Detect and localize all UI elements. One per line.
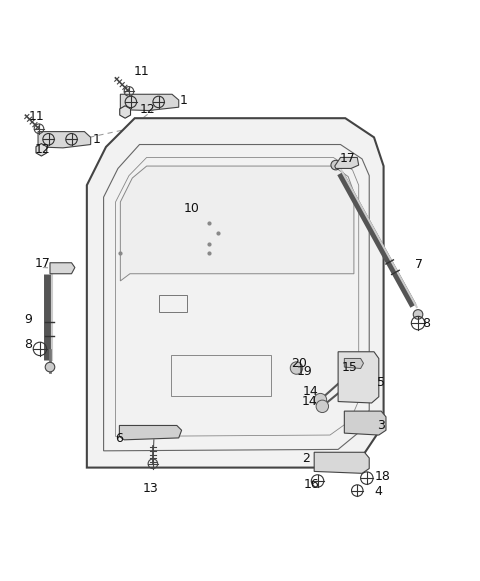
Polygon shape (338, 352, 379, 403)
Text: 18: 18 (375, 469, 391, 483)
Polygon shape (335, 157, 359, 168)
Text: 19: 19 (297, 365, 312, 378)
Text: 14: 14 (303, 385, 319, 397)
Circle shape (290, 362, 303, 374)
Circle shape (413, 310, 423, 319)
Text: 1: 1 (93, 133, 100, 146)
Circle shape (45, 363, 55, 372)
Text: 12: 12 (140, 103, 156, 116)
Text: 2: 2 (302, 453, 310, 465)
Text: 15: 15 (341, 361, 357, 374)
Text: 7: 7 (416, 258, 423, 271)
Text: 1: 1 (180, 94, 188, 107)
Polygon shape (50, 263, 75, 274)
Text: 8: 8 (24, 338, 33, 350)
Polygon shape (36, 144, 47, 156)
Text: 4: 4 (375, 485, 383, 498)
Bar (158, 295, 187, 312)
Text: 13: 13 (143, 482, 158, 494)
Circle shape (331, 160, 340, 170)
Text: 3: 3 (377, 419, 385, 432)
Text: 5: 5 (377, 376, 385, 389)
Polygon shape (344, 411, 386, 435)
Polygon shape (314, 452, 369, 474)
Text: 14: 14 (301, 395, 317, 408)
Polygon shape (120, 425, 181, 440)
Circle shape (316, 400, 328, 413)
Circle shape (314, 393, 326, 406)
Text: 10: 10 (183, 202, 199, 214)
Text: 9: 9 (24, 313, 32, 326)
Polygon shape (120, 94, 179, 110)
Polygon shape (120, 106, 131, 118)
Text: 11: 11 (29, 110, 45, 123)
Text: 6: 6 (115, 432, 123, 446)
Bar (170, 355, 271, 396)
Polygon shape (38, 132, 91, 148)
Text: 20: 20 (291, 357, 307, 370)
Text: 11: 11 (134, 65, 150, 78)
Text: 16: 16 (304, 478, 320, 491)
Polygon shape (87, 118, 384, 468)
Polygon shape (344, 358, 363, 368)
Polygon shape (120, 166, 354, 281)
Text: 17: 17 (35, 257, 51, 270)
Text: 8: 8 (422, 317, 430, 329)
Text: 12: 12 (35, 143, 51, 156)
Text: 17: 17 (340, 152, 356, 166)
